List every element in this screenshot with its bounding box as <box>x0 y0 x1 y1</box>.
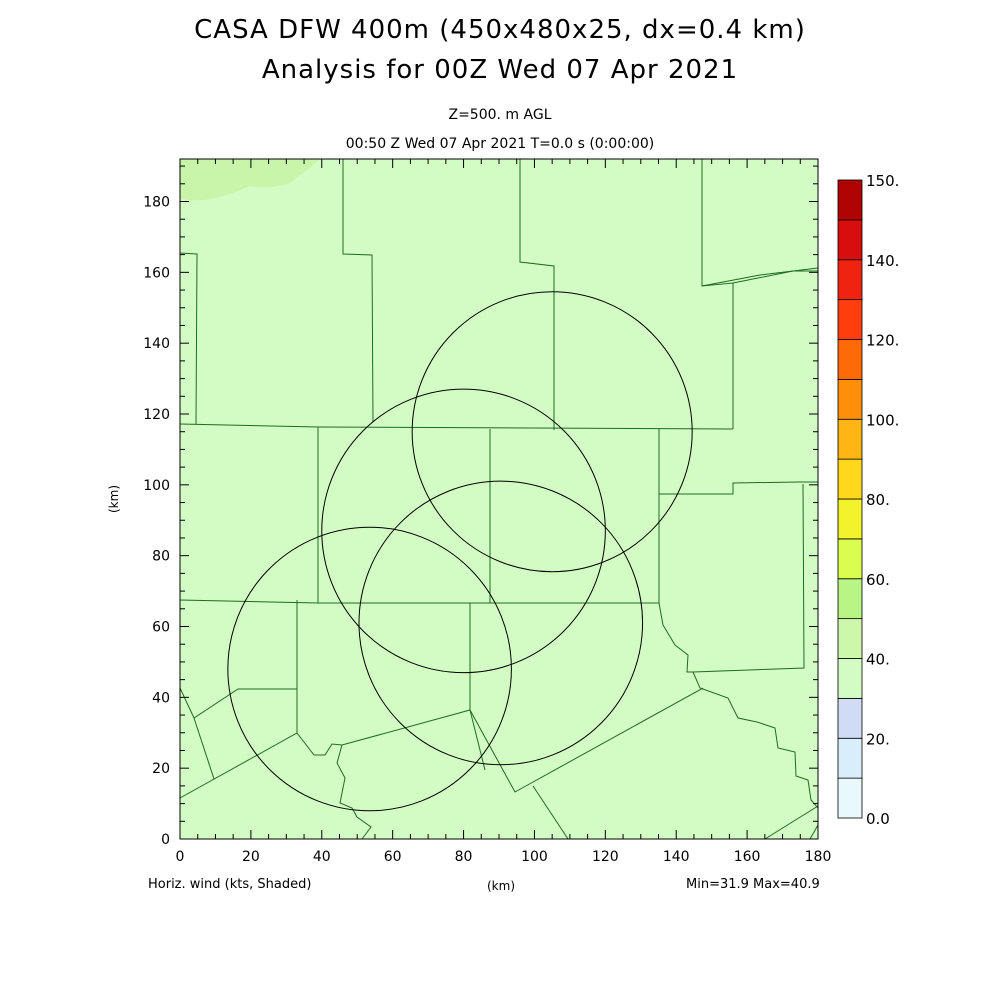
y-tick-label: 80 <box>152 549 170 565</box>
valid-time-label: 00:50 Z Wed 07 Apr 2021 T=0.0 s (0:00:00… <box>345 136 655 152</box>
field-description-label: Horiz. wind (kts, Shaded) <box>148 877 312 892</box>
colorbar-label: 0.0 <box>866 810 890 828</box>
colorbar-swatch <box>837 339 863 380</box>
y-tick-label: 40 <box>152 690 170 706</box>
y-tick-label: 100 <box>143 478 170 494</box>
radar-ring-2 <box>321 388 606 674</box>
x-tick-label: 20 <box>242 849 260 865</box>
x-tick-label: 180 <box>805 849 832 865</box>
y-tick-label: 180 <box>143 195 170 211</box>
level-label: Z=500. m AGL <box>448 107 552 123</box>
colorbar-label: 150. <box>866 172 899 190</box>
y-tick-label: 20 <box>152 761 170 777</box>
radar-ring-1 <box>411 291 693 573</box>
colorbar-swatch <box>837 737 863 779</box>
x-tick-label: 140 <box>663 849 690 865</box>
colorbar-swatch <box>837 219 863 261</box>
x-axis-label: (km) <box>487 879 516 893</box>
colorbar-label: 140. <box>866 252 899 270</box>
x-tick-label: 120 <box>592 849 619 865</box>
y-tick-label: 0 <box>161 832 170 848</box>
x-tick-label: 160 <box>734 849 761 865</box>
chart-subtitle: Analysis for 00Z Wed 07 Apr 2021 <box>261 55 739 85</box>
radar-ring-3 <box>358 480 644 766</box>
colorbar-label: 40. <box>866 651 890 669</box>
x-tick-label: 100 <box>521 849 548 865</box>
y-tick-label: 60 <box>152 620 170 636</box>
y-tick-label: 140 <box>143 336 170 352</box>
wind-field-patch <box>180 159 320 201</box>
radar-ring-4 <box>227 526 512 812</box>
colorbar-swatch <box>837 299 863 340</box>
radar-range-rings <box>227 291 693 812</box>
chart-title: CASA DFW 400m (450x480x25, dx=0.4 km) <box>194 15 806 45</box>
county-boundaries <box>179 159 819 840</box>
colorbar-label: 60. <box>866 571 890 589</box>
colorbar-label: 80. <box>866 491 890 509</box>
colorbar-label: 20. <box>866 730 890 748</box>
x-tick-label: 80 <box>455 849 473 865</box>
x-tick-label: 60 <box>384 849 402 865</box>
colorbar-swatch <box>837 697 863 739</box>
colorbar: 0.0 20. 40. 60. 80. 100. 120. 140. 150. <box>837 172 899 828</box>
colorbar-label: 100. <box>866 411 899 429</box>
colorbar-swatch <box>837 179 863 221</box>
colorbar-swatch <box>837 777 863 819</box>
colorbar-swatch <box>837 538 863 580</box>
x-tick-label: 40 <box>313 849 331 865</box>
wind-field-shading <box>180 159 818 839</box>
colorbar-swatch <box>837 658 863 699</box>
colorbar-swatch <box>837 458 863 500</box>
y-axis-label: (km) <box>107 485 121 513</box>
min-max-label: Min=31.9 Max=40.9 <box>686 877 820 892</box>
colorbar-swatch <box>837 259 863 301</box>
colorbar-swatch <box>837 498 863 540</box>
x-tick-label: 0 <box>176 849 185 865</box>
colorbar-swatch <box>837 418 863 460</box>
colorbar-swatch <box>837 618 863 659</box>
colorbar-swatch <box>837 378 863 420</box>
colorbar-swatch <box>837 578 863 620</box>
colorbar-label: 120. <box>866 332 899 350</box>
axis-ticks: 0 20 40 60 80 100 120 140 160 180 0 20 40 60 80 100 120 1… <box>143 159 831 865</box>
y-tick-label: 160 <box>143 265 170 281</box>
y-tick-label: 120 <box>143 407 170 423</box>
